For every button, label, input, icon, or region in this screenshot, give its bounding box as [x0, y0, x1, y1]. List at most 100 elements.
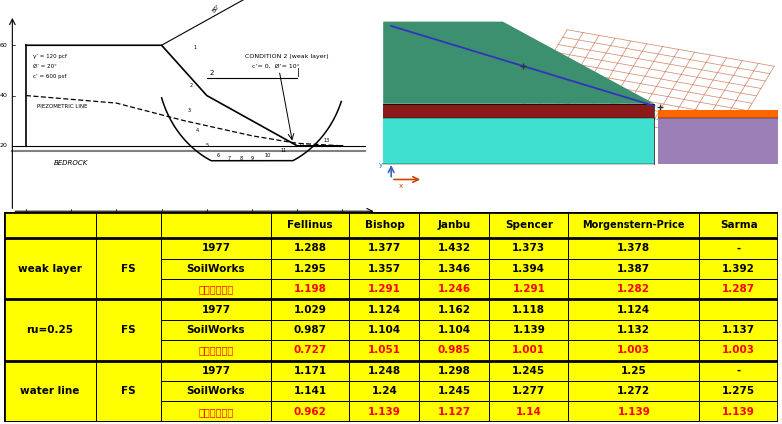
Text: 1.357: 1.357	[368, 264, 401, 274]
Bar	[419, 361, 490, 381]
Text: Fellinus: Fellinus	[287, 220, 333, 230]
Text: 1.198: 1.198	[294, 284, 327, 294]
Bar	[4, 361, 95, 422]
Text: 1.104: 1.104	[438, 325, 471, 335]
Text: 1977: 1977	[202, 305, 231, 315]
Bar	[271, 402, 350, 422]
Text: γ’ = 120 pcf: γ’ = 120 pcf	[33, 54, 66, 59]
Text: 1.282: 1.282	[617, 284, 651, 294]
Text: SoilWorks: SoilWorks	[187, 264, 246, 274]
Text: 1.392: 1.392	[723, 264, 755, 274]
Text: Bishop: Bishop	[364, 220, 404, 230]
Text: 2: 2	[209, 70, 213, 76]
Bar	[569, 402, 699, 422]
Text: 1.127: 1.127	[438, 407, 471, 417]
Text: water line: water line	[20, 386, 80, 396]
Text: 1.124: 1.124	[617, 305, 651, 315]
Bar	[569, 279, 699, 299]
Bar	[161, 381, 271, 402]
Bar	[161, 238, 271, 259]
Bar	[490, 238, 569, 259]
Bar	[271, 299, 350, 320]
Bar	[419, 212, 490, 238]
Bar	[569, 299, 699, 320]
Bar	[271, 259, 350, 279]
Text: 1.387: 1.387	[617, 264, 651, 274]
Bar	[419, 299, 490, 320]
Text: 1.137: 1.137	[722, 325, 755, 335]
Text: 0: 0	[24, 216, 28, 221]
Text: 2: 2	[189, 83, 192, 88]
Text: 1.377: 1.377	[368, 243, 401, 254]
Bar	[161, 259, 271, 279]
Text: Sarma: Sarma	[720, 220, 758, 230]
Text: 1.124: 1.124	[368, 305, 401, 315]
Bar	[419, 340, 490, 361]
Text: SoilWorks: SoilWorks	[187, 386, 246, 396]
Text: Ø’ = 20°: Ø’ = 20°	[33, 64, 56, 69]
Text: 60: 60	[0, 43, 8, 48]
Bar	[161, 212, 271, 238]
Bar	[490, 381, 569, 402]
Text: 13: 13	[324, 138, 330, 143]
Bar	[490, 402, 569, 422]
Bar	[383, 118, 655, 165]
Bar	[419, 279, 490, 299]
Text: 100: 100	[246, 216, 258, 221]
Bar	[4, 212, 95, 238]
Text: 1.029: 1.029	[294, 305, 327, 315]
Bar	[161, 299, 271, 320]
Text: 20: 20	[67, 216, 75, 221]
Bar	[271, 361, 350, 381]
Text: 1.248: 1.248	[368, 366, 401, 376]
Text: 0.987: 0.987	[293, 325, 327, 335]
Bar	[271, 238, 350, 259]
Text: y: y	[379, 162, 383, 167]
Text: 4: 4	[196, 128, 199, 133]
Text: 1.272: 1.272	[617, 386, 651, 396]
Text: 1.003: 1.003	[723, 346, 755, 355]
Text: 40: 40	[0, 93, 8, 98]
Bar	[350, 212, 419, 238]
Text: 6: 6	[217, 153, 220, 159]
Bar	[383, 104, 655, 118]
Bar	[271, 279, 350, 299]
Text: 1.25: 1.25	[621, 366, 647, 376]
Text: x: x	[399, 183, 404, 189]
Text: 1.298: 1.298	[438, 366, 471, 376]
Bar	[419, 259, 490, 279]
Text: c’ = 600 psf: c’ = 600 psf	[33, 74, 66, 79]
Bar	[4, 299, 95, 361]
Bar	[490, 299, 569, 320]
Bar	[490, 340, 569, 361]
Text: FS: FS	[121, 264, 136, 274]
Bar	[569, 320, 699, 340]
Text: 5: 5	[205, 143, 208, 148]
Bar	[699, 238, 778, 259]
Text: 1.295: 1.295	[294, 264, 327, 274]
Bar	[699, 402, 778, 422]
Bar	[350, 238, 419, 259]
Bar	[490, 361, 569, 381]
Bar	[4, 238, 95, 299]
Bar	[161, 340, 271, 361]
Text: 1.001: 1.001	[512, 346, 545, 355]
Text: FS: FS	[121, 386, 136, 396]
Bar	[699, 340, 778, 361]
Bar	[161, 361, 271, 381]
Bar	[699, 259, 778, 279]
Text: 0.727: 0.727	[293, 346, 327, 355]
Text: 1.139: 1.139	[617, 407, 650, 417]
Polygon shape	[383, 22, 655, 104]
Text: 自動搜尋最小: 自動搜尋最小	[199, 284, 234, 294]
Text: 1.291: 1.291	[368, 284, 401, 294]
Text: 1.132: 1.132	[617, 325, 651, 335]
Bar	[95, 212, 161, 238]
Text: 80: 80	[203, 216, 210, 221]
Text: 1977: 1977	[202, 243, 231, 254]
Text: 7: 7	[228, 156, 231, 161]
Text: 1.051: 1.051	[368, 346, 401, 355]
Text: 自動搜尋最小: 自動搜尋最小	[199, 407, 234, 417]
Text: 1.118: 1.118	[512, 305, 545, 315]
Text: SoilWorks: SoilWorks	[187, 325, 246, 335]
